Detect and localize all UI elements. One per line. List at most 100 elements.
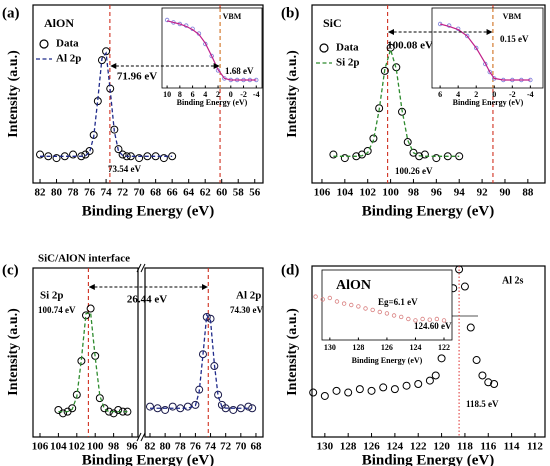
- fit-line: [333, 47, 460, 157]
- break-mark: [140, 432, 146, 442]
- inset-frame: [431, 7, 544, 89]
- data-point: [77, 152, 86, 161]
- data-point: [355, 385, 364, 394]
- data-point: [390, 385, 399, 394]
- x-tick-label: 68: [150, 187, 162, 199]
- x-tick-label: 74: [101, 187, 113, 199]
- data-point: [123, 407, 132, 416]
- data-point: [332, 386, 341, 395]
- data-point: [86, 304, 95, 313]
- x-axis-label: Binding Energy (eV): [453, 98, 524, 107]
- x-tick-label: 78: [175, 441, 187, 453]
- x-tick-label: 4: [456, 90, 460, 99]
- fit-line: [166, 20, 257, 81]
- annotation: 26.44 eV: [127, 294, 167, 306]
- panel-label: (d): [281, 262, 299, 278]
- data-point: [487, 69, 492, 75]
- legend-marker: [319, 43, 329, 53]
- data-point: [229, 405, 238, 414]
- data-point: [409, 148, 418, 157]
- data-point: [85, 146, 94, 155]
- fit-line: [150, 313, 253, 409]
- panel-title: AlON: [336, 278, 371, 293]
- x-tick-label: 96: [431, 187, 443, 199]
- x-tick-label: 96: [127, 441, 139, 453]
- data-point: [363, 146, 372, 155]
- x-tick-label: 124: [387, 441, 404, 453]
- data-point: [313, 294, 318, 299]
- panel-title: SiC: [323, 16, 342, 30]
- data-point: [344, 388, 353, 397]
- data-point: [159, 154, 168, 163]
- x-tick-label: -4: [527, 90, 534, 99]
- fit-line: [58, 311, 128, 413]
- annotation: 71.96 eV: [117, 71, 157, 83]
- x-tick-label: 126: [363, 441, 380, 453]
- annotation: 74.30 eV: [230, 305, 263, 315]
- annotation: 100.26 eV: [395, 166, 433, 176]
- x-tick-label: 76: [190, 441, 202, 453]
- y-axis-label: Intensity (a.u.): [6, 50, 21, 138]
- data-point: [210, 362, 219, 371]
- x-axis-label: Binding Energy (eV): [352, 356, 423, 365]
- data-point: [437, 354, 446, 363]
- x-tick-label: -2: [240, 90, 247, 99]
- data-point: [420, 150, 429, 159]
- panel-label: (b): [281, 5, 299, 21]
- x-tick-label: 68: [250, 441, 262, 453]
- data-point: [153, 404, 162, 413]
- x-tick-label: 2: [216, 90, 220, 99]
- data-point: [320, 391, 329, 400]
- x-axis-label: Binding Energy (eV): [362, 452, 495, 466]
- data-point: [221, 404, 230, 413]
- data-point: [367, 386, 376, 395]
- data-point: [472, 356, 481, 365]
- data-point: [370, 307, 375, 313]
- x-tick-label: 0: [229, 90, 233, 99]
- x-tick-label: 62: [200, 187, 212, 199]
- data-point: [110, 125, 119, 134]
- annotation: 1.68 eV: [225, 66, 254, 76]
- x-tick-label: 114: [504, 441, 520, 453]
- x-tick-label: 116: [480, 441, 496, 453]
- data-point: [334, 299, 340, 304]
- x-tick-label: 130: [324, 343, 336, 352]
- data-point: [434, 316, 440, 322]
- data-point: [427, 317, 432, 322]
- data-point: [145, 402, 154, 411]
- data-point: [244, 402, 253, 411]
- data-point: [114, 145, 123, 154]
- data-point: [490, 379, 499, 388]
- x-tick-label: 70: [235, 441, 247, 453]
- annotation: 73.54 eV: [108, 164, 141, 174]
- x-tick-label: 118: [457, 441, 473, 453]
- x-tick-label: 70: [134, 187, 146, 199]
- data-point: [406, 316, 411, 322]
- x-tick-label: -4: [253, 90, 260, 99]
- data-point: [380, 66, 389, 75]
- x-tick-label: 92: [477, 187, 489, 199]
- annotation: 0.15 eV: [500, 34, 529, 44]
- data-point: [460, 282, 469, 291]
- data-point: [52, 154, 61, 163]
- data-point: [432, 154, 441, 163]
- data-point: [356, 304, 361, 309]
- data-point: [329, 150, 338, 159]
- x-tick-label: 56: [249, 187, 261, 199]
- data-point: [413, 318, 418, 323]
- data-point: [183, 402, 192, 411]
- x-tick-label: 90: [499, 187, 511, 199]
- data-point: [455, 152, 464, 161]
- x-tick-label: 4: [203, 90, 207, 99]
- data-point: [415, 152, 424, 161]
- legend-marker: [39, 39, 49, 49]
- legend-label: Al 2p: [56, 53, 81, 65]
- x-tick-label: 126: [381, 343, 393, 352]
- data-point: [68, 404, 77, 413]
- data-point: [209, 53, 214, 59]
- x-tick-label: 80: [160, 441, 172, 453]
- data-point: [357, 150, 366, 159]
- x-tick-label: 106: [314, 187, 331, 199]
- data-point: [248, 404, 257, 413]
